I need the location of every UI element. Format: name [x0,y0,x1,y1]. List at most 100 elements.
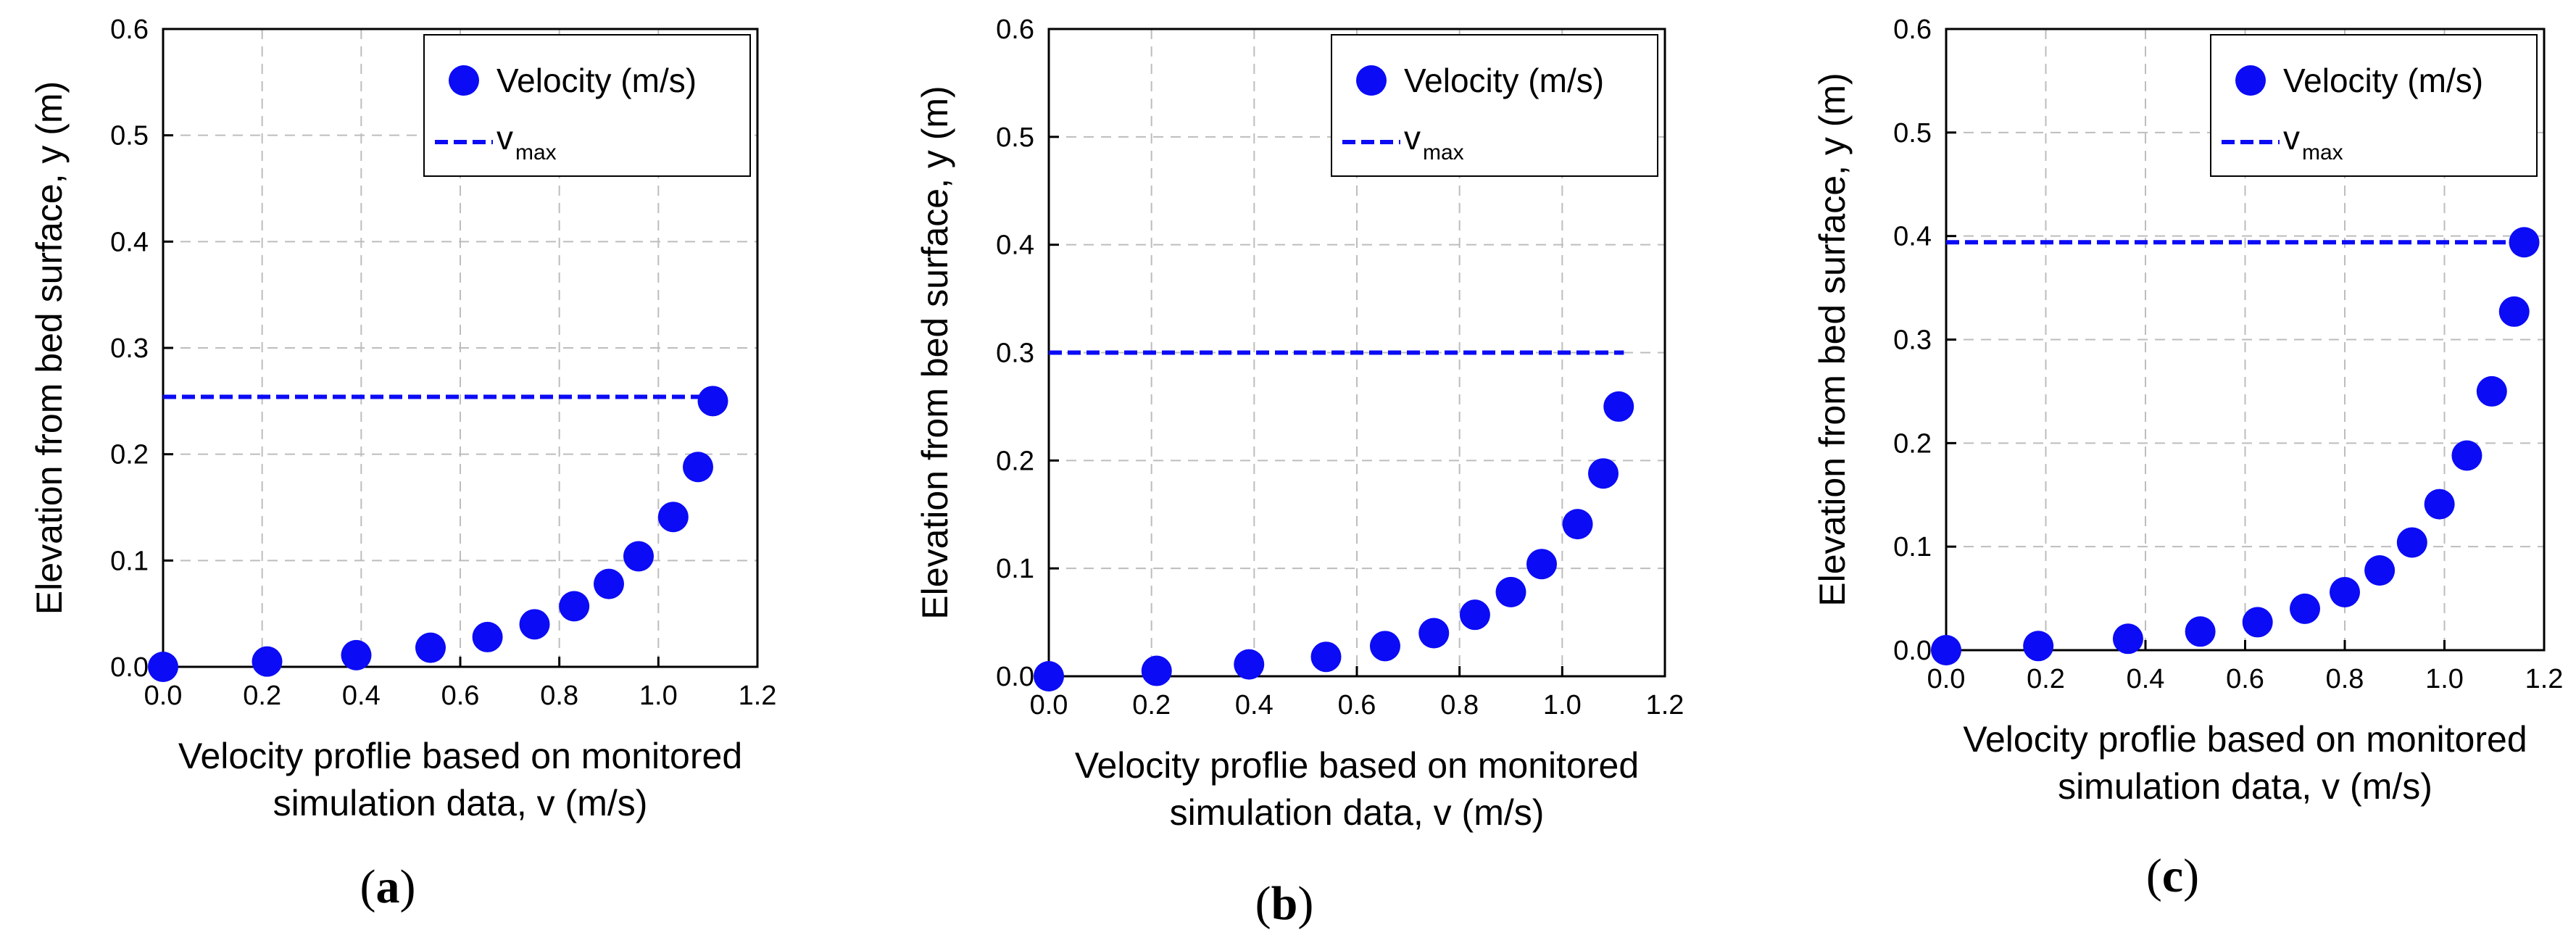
legend-label-velocity: Velocity (m/s) [496,62,697,99]
legend: Velocity (m/s) v max [2210,34,2538,177]
legend-label-vmax-subscript: max [2302,141,2343,165]
legend-label-velocity: Velocity (m/s) [1404,62,1604,99]
x-axis-label-line1: Velocity proflie based on monitored [1963,719,2527,760]
velocity-point [657,502,689,533]
x-tick-label: 1.0 [639,681,678,711]
legend-label-vmax: v [496,119,513,157]
y-tick-label: 0.5 [996,122,1034,153]
y-tick-label: 0.5 [110,121,149,151]
y-tick-label: 0.4 [1893,222,1932,252]
y-tick-label: 0.6 [110,14,149,45]
legend: Velocity (m/s) v max [423,34,751,177]
y-tick-label: 0.2 [110,440,149,470]
velocity-point [148,652,178,682]
velocity-point [2242,607,2273,638]
x-tick-label: 0.4 [1235,690,1274,720]
legend-marker-velocity [1356,65,1387,96]
velocity-point [2509,227,2540,258]
x-tick-label: 0.6 [1338,690,1376,720]
y-tick-label: 0.0 [110,652,149,683]
velocity-point [1495,576,1526,607]
panel-caption: (a) [360,860,416,913]
x-tick-label: 1.0 [2425,664,2464,694]
velocity-point [697,386,728,417]
y-tick-label: 0.0 [996,662,1034,692]
legend-label-vmax: v [1404,119,1421,157]
y-tick-label: 0.1 [996,554,1034,584]
velocity-point [1588,458,1619,489]
panel-caption-letter: c [2162,849,2183,902]
y-tick-label: 0.2 [1893,428,1932,459]
velocity-point [1310,641,1342,673]
panel-caption: (b) [1255,877,1314,930]
legend-label-vmax: v [2283,119,2300,157]
y-tick-label: 0.3 [1893,325,1932,356]
velocity-point [252,646,283,677]
x-axis-label-line2: simulation data, v (m/s) [273,783,648,823]
velocity-point [1418,618,1450,649]
x-tick-label: 1.2 [1646,690,1684,720]
y-tick-label: 0.4 [110,227,149,257]
y-tick-label: 0.0 [1893,636,1932,666]
legend-label-velocity: Velocity (m/s) [2283,62,2483,99]
y-tick-label: 0.1 [1893,532,1932,562]
velocity-point [2451,440,2482,471]
x-axis-label-line1: Velocity proflie based on monitored [178,736,742,776]
velocity-point [1603,391,1634,422]
x-tick-label: 0.6 [441,681,480,711]
x-tick-label: 0.0 [144,681,183,711]
panel-caption-letter: a [376,860,400,913]
x-axis-label-line2: simulation data, v (m/s) [1170,792,1545,833]
velocity-point [519,609,550,640]
chart-panel-c: 0.0 0.2 0.4 0.6 0.8 1.0 1.2 0.0 0.1 0.2 0.3 0.4 0.5 0… [1812,14,2563,902]
x-tick-label: 0.0 [1030,690,1068,720]
velocity-point [623,541,654,572]
x-tick-label: 1.0 [1543,690,1582,720]
y-tick-label: 0.6 [996,14,1034,45]
x-tick-label: 0.8 [1440,690,1479,720]
x-tick-label: 0.0 [1927,664,1966,694]
y-tick-label: 0.5 [1893,118,1932,149]
velocity-point [2290,593,2320,624]
velocity-point [2424,489,2455,520]
velocity-point [1034,661,1064,691]
x-tick-label: 1.2 [2525,664,2564,694]
x-tick-label: 0.6 [2226,664,2264,694]
velocity-point [1369,631,1400,662]
y-tick-label: 0.3 [110,333,149,364]
legend-marker-velocity [2235,65,2266,96]
velocity-point [2364,555,2396,586]
x-tick-label: 0.2 [243,681,281,711]
y-tick-label: 0.1 [110,546,149,576]
velocity-point [341,639,372,670]
velocity-point [1459,599,1490,631]
y-tick-label: 0.4 [996,230,1034,261]
x-tick-label: 0.8 [2326,664,2364,694]
velocity-point [472,621,503,652]
panel-caption: (c) [2146,849,2199,902]
legend-label-vmax-subscript: max [1423,141,1464,165]
velocity-point [1234,649,1265,680]
y-axis-label: Elevation from bed surface, y (m) [1812,72,1853,606]
x-tick-label: 0.8 [540,681,578,711]
velocity-point [2023,631,2054,662]
velocity-point [2112,623,2143,655]
x-tick-label: 0.4 [342,681,381,711]
velocity-point [1141,655,1172,686]
x-tick-label: 1.2 [739,681,777,711]
velocity-point [594,568,624,599]
legend-box [1331,34,1658,177]
x-tick-label: 0.4 [2127,664,2165,694]
legend-marker-velocity [449,65,479,96]
velocity-point [1931,635,1961,665]
y-axis-label: Elevation from bed surface, y (m) [29,81,70,615]
chart-panel-b: 0.0 0.2 0.4 0.6 0.8 1.0 1.2 0.0 0.1 0.2 0.3 0.4 0.5 0… [915,14,1684,930]
velocity-point [1526,549,1557,580]
velocity-point [559,591,590,622]
legend-box [2210,34,2538,177]
x-axis-label-line2: simulation data, v (m/s) [2058,766,2432,807]
velocity-point [2185,616,2216,647]
x-axis-label-line1: Velocity proflie based on monitored [1075,745,1639,786]
y-tick-label: 0.6 [1893,14,1932,45]
